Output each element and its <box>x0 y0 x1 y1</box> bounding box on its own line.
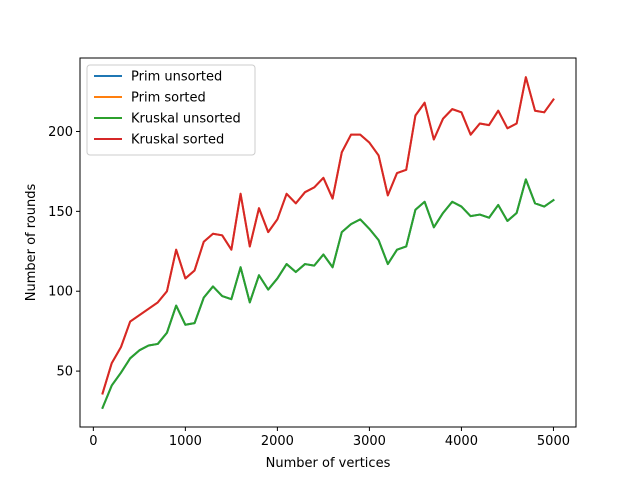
legend-frame <box>86 64 256 156</box>
y-tick-label: 150 <box>48 205 73 220</box>
legend-label-kruskal-unsorted: Kruskal unsorted <box>131 112 241 127</box>
y-tick-label: 50 <box>56 365 73 380</box>
y-tick-label: 100 <box>48 285 73 300</box>
legend: Prim unsorted Prim sorted Kruskal unsorted… <box>86 64 256 156</box>
x-tick-label: 1000 <box>169 434 202 449</box>
x-tick-label: 5000 <box>537 434 570 449</box>
y-tick-label: 200 <box>48 125 73 140</box>
legend-label-prim-unsorted: Prim unsorted <box>131 70 222 85</box>
x-tick-label: 2000 <box>261 434 294 449</box>
y-axis-label: Number of rounds <box>24 184 39 302</box>
series-line-kruskal-unsorted <box>101 178 555 410</box>
legend-label-kruskal-sorted: Kruskal sorted <box>131 133 224 148</box>
x-axis-label: Number of vertices <box>266 456 391 471</box>
axes-layer: 0 1000 2000 3000 4000 5000 50 100 150 200 <box>48 125 570 449</box>
legend-label-prim-sorted: Prim sorted <box>131 91 206 106</box>
series-layer <box>101 76 555 410</box>
plot-frame <box>79 57 577 428</box>
x-tick-label: 0 <box>89 434 97 449</box>
series-line-kruskal-sorted <box>101 76 555 395</box>
x-tick-label: 3000 <box>353 434 386 449</box>
x-tick-label: 4000 <box>445 434 478 449</box>
